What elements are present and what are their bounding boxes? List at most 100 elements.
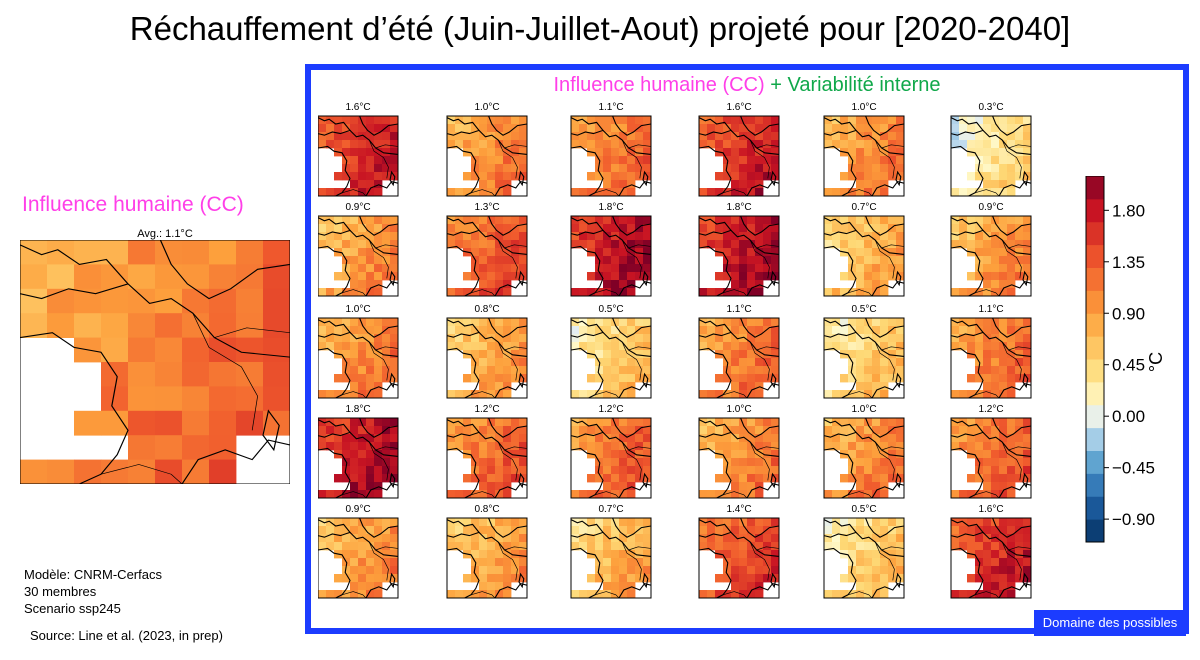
member-value-label: 1.1°C xyxy=(726,304,752,315)
colorbar-bin xyxy=(1086,336,1104,360)
colorbar-tick-label: −0.90 xyxy=(1112,510,1155,529)
member-value-label: 0.5°C xyxy=(851,504,877,515)
member-map xyxy=(698,417,780,499)
member-map xyxy=(446,215,528,297)
member-grid: 1.6°C 1.0°C 1.1°C 1.6°C 1.0°C 0.3°C 0.9°C 1.3°C… xyxy=(317,100,1068,600)
ensemble-mean-map xyxy=(20,240,290,484)
colorbar-bin xyxy=(1086,427,1104,451)
ensemble-mean-field xyxy=(20,240,290,484)
member-map xyxy=(570,417,652,499)
member-map xyxy=(950,317,1032,399)
member-map xyxy=(317,317,399,399)
member-map xyxy=(446,317,528,399)
member-value-label: 1.0°C xyxy=(345,304,371,315)
colorbar: 1.80 1.35 0.90 0.45 0.00 −0.45 −0.90 °C xyxy=(1085,176,1166,543)
member-value-label: 0.5°C xyxy=(851,304,877,315)
member-map xyxy=(446,115,528,197)
member-value-label: 1.8°C xyxy=(726,202,752,213)
member-value-label: 0.9°C xyxy=(978,202,1004,213)
colorbar-tick-label: 0.45 xyxy=(1112,356,1145,375)
member-map xyxy=(950,517,1032,599)
colorbar-bin xyxy=(1086,221,1104,246)
member-map xyxy=(950,215,1032,297)
model-name: Modèle: CNRM-Cerfacs xyxy=(24,567,162,582)
member-value-label: 1.6°C xyxy=(978,504,1004,515)
member-map xyxy=(317,215,399,297)
member-value-label: 0.7°C xyxy=(598,504,624,515)
member-value-label: 1.2°C xyxy=(474,404,500,415)
member-value-label: 0.7°C xyxy=(851,202,877,213)
member-map xyxy=(823,317,905,399)
member-map xyxy=(570,517,652,599)
member-value-label: 1.3°C xyxy=(474,202,500,213)
colorbar-bin xyxy=(1086,496,1104,520)
member-map xyxy=(698,215,780,297)
ensemble-heading: Influence humaine (CC) + Variabilité int… xyxy=(305,74,1189,97)
ensemble-heading-human: Influence humaine (CC) xyxy=(553,74,765,96)
colorbar-bin xyxy=(1086,313,1104,337)
colorbar-bin xyxy=(1086,381,1104,406)
member-map xyxy=(950,115,1032,197)
member-map xyxy=(823,517,905,599)
member-map xyxy=(950,417,1032,499)
member-value-label: 1.8°C xyxy=(598,202,624,213)
member-map xyxy=(823,417,905,499)
colorbar-bin xyxy=(1086,290,1104,314)
colorbar-label: °C xyxy=(1146,352,1166,372)
possibilities-badge: Domaine des possibles xyxy=(1034,610,1186,636)
page-title: Réchauffement d’été (Juin-Juillet-Aout) … xyxy=(129,10,1071,47)
colorbar-bin xyxy=(1086,198,1104,223)
member-map xyxy=(823,215,905,297)
member-count: 30 membres xyxy=(24,584,97,599)
member-map xyxy=(698,517,780,599)
member-map xyxy=(317,115,399,197)
member-map xyxy=(823,115,905,197)
member-value-label: 1.2°C xyxy=(978,404,1004,415)
ensemble-mean-label: Avg.: 1.1°C xyxy=(137,228,193,240)
ensemble-frame xyxy=(305,64,1189,634)
member-map xyxy=(570,317,652,399)
colorbar-bin xyxy=(1086,473,1104,497)
ensemble-heading-internal: + Variabilité interne xyxy=(770,74,941,96)
member-maps xyxy=(317,115,1032,599)
member-map xyxy=(446,517,528,599)
model-info: Modèle: CNRM-Cerfacs 30 membres Scenario… xyxy=(24,566,162,617)
scenario-name: Scenario ssp245 xyxy=(24,601,121,616)
member-value-label: 1.8°C xyxy=(345,404,371,415)
colorbar-tick-label: −0.45 xyxy=(1112,459,1155,478)
colorbar-bin xyxy=(1086,450,1104,474)
colorbar-tick-label: 0.00 xyxy=(1112,407,1145,426)
member-map xyxy=(317,517,399,599)
colorbar-bin xyxy=(1086,519,1104,543)
member-value-label: 1.0°C xyxy=(474,102,500,113)
member-value-label: 1.6°C xyxy=(345,102,371,113)
colorbar-tick-label: 1.80 xyxy=(1112,201,1145,220)
member-map xyxy=(317,417,399,499)
member-value-label: 1.2°C xyxy=(598,404,624,415)
member-value-label: 0.9°C xyxy=(345,202,371,213)
member-map xyxy=(570,215,652,297)
source-citation: Source: Line et al. (2023, in prep) xyxy=(30,628,223,643)
colorbar-bin xyxy=(1086,404,1104,429)
member-value-label: 1.1°C xyxy=(598,102,624,113)
member-value-label: 1.6°C xyxy=(726,102,752,113)
member-value-label: 0.8°C xyxy=(474,504,500,515)
colorbar-bin xyxy=(1086,244,1104,268)
member-map xyxy=(446,417,528,499)
member-value-label: 0.9°C xyxy=(345,504,371,515)
member-map xyxy=(698,115,780,197)
member-value-label: 1.0°C xyxy=(851,404,877,415)
colorbar-tick-label: 0.90 xyxy=(1112,304,1145,323)
colorbar-bin xyxy=(1086,176,1104,200)
colorbar-bin xyxy=(1086,359,1104,383)
colorbar-bin xyxy=(1086,267,1104,291)
colorbar-tick-label: 1.35 xyxy=(1112,253,1145,272)
member-value-label: 1.0°C xyxy=(851,102,877,113)
member-value-label: 0.3°C xyxy=(978,102,1004,113)
left-panel-heading: Influence humaine (CC) xyxy=(22,193,244,216)
member-map xyxy=(570,115,652,197)
member-value-label: 1.0°C xyxy=(726,404,752,415)
member-value-label: 1.1°C xyxy=(978,304,1004,315)
member-value-label: 0.8°C xyxy=(474,304,500,315)
member-map xyxy=(698,317,780,399)
